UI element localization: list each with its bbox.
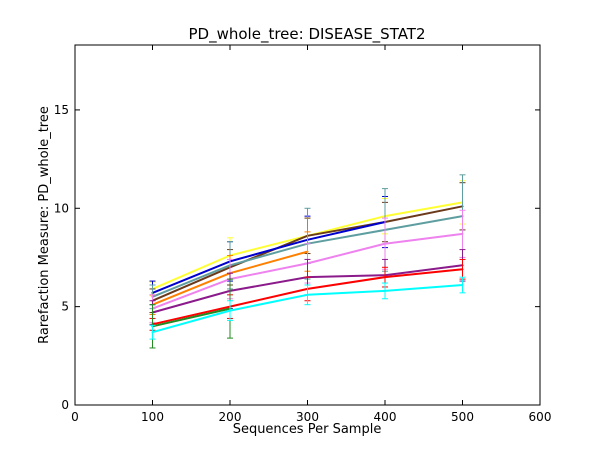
x-tick-label: 500 [451, 410, 474, 424]
x-tick-label: 100 [141, 410, 164, 424]
axis-ticks: 0 100 200 300 400 500 600 0 5 10 15 [54, 45, 552, 424]
x-tick-label: 200 [219, 410, 242, 424]
series-line [151, 307, 231, 328]
y-tick-label: 0 [61, 398, 69, 412]
x-tick-label: 0 [71, 410, 79, 424]
chart-title: PD_whole_tree: DISEASE_STAT2 [189, 25, 426, 44]
x-tick-label: 300 [296, 410, 319, 424]
y-tick-label: 10 [54, 201, 69, 215]
y-axis-label: Rarefaction Measure: PD_whole_tree [37, 106, 52, 344]
x-tick-label: 400 [374, 410, 397, 424]
y-tick-label: 15 [54, 103, 69, 117]
y-tick-label: 5 [61, 300, 69, 314]
series-layer [149, 174, 466, 349]
series-line [151, 284, 464, 334]
x-tick-label: 600 [529, 410, 552, 424]
x-axis-label: Sequences Per Sample [233, 422, 382, 437]
series-line [151, 221, 386, 294]
series-9 [149, 276, 466, 340]
